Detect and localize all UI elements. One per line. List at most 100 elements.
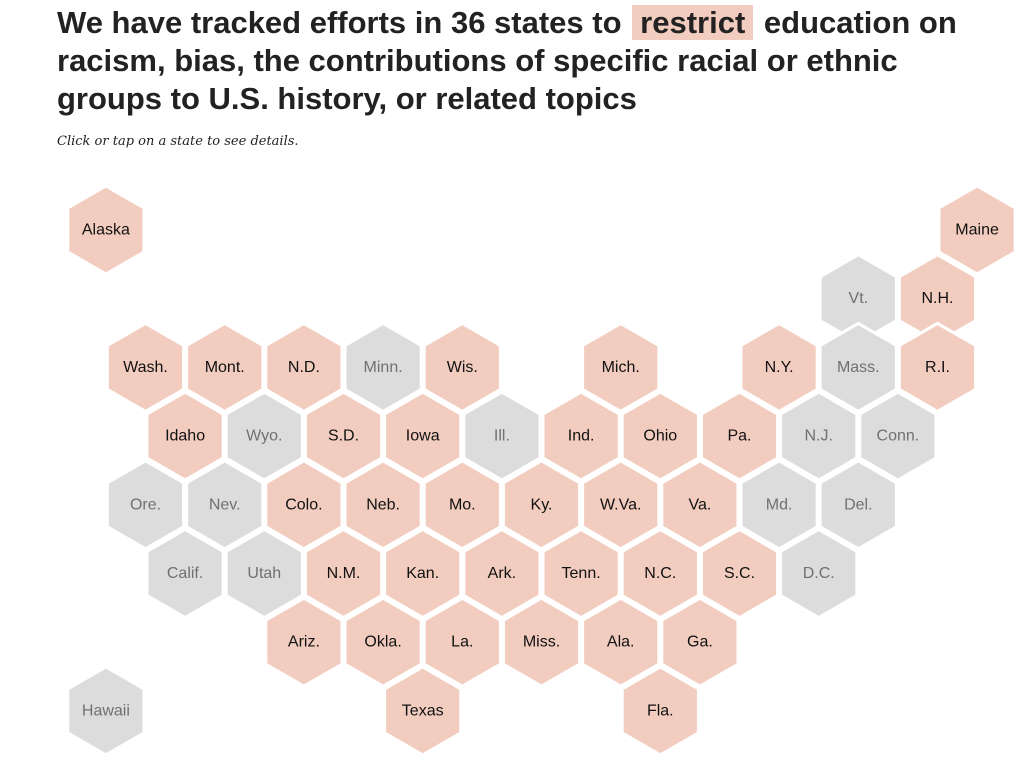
state-hex-shape[interactable] [66,184,146,276]
state-hex-louisiana[interactable]: La. [422,596,502,688]
state-hex-shape[interactable] [581,596,661,688]
state-hex-shape[interactable] [501,459,582,551]
state-hex-district-of-columbia[interactable]: D.C. [779,527,859,620]
state-label: W.Va. [600,496,642,513]
state-hex-connecticut[interactable]: Conn. [858,390,938,482]
state-hex-shape[interactable] [858,390,938,482]
state-hex-shape[interactable] [422,459,502,551]
state-hex-ohio[interactable]: Ohio [620,390,700,482]
state-hex-nebraska[interactable]: Neb. [343,459,423,551]
state-hex-tennessee[interactable]: Tenn. [541,527,621,620]
state-hex-colorado[interactable]: Colo. [264,459,344,551]
state-hex-shape[interactable] [937,184,1017,276]
state-hex-texas[interactable]: Texas [383,665,463,757]
state-hex-shape[interactable] [422,596,502,688]
state-hex-shape[interactable] [264,596,344,688]
state-hex-shape[interactable] [818,459,898,551]
state-hex-south-dakota[interactable]: S.D. [303,390,384,482]
state-hex-illinois[interactable]: Ill. [462,390,542,482]
state-hex-new-york[interactable]: N.Y. [739,321,819,414]
state-hex-virginia[interactable]: Va. [660,459,740,551]
state-hex-kentucky[interactable]: Ky. [501,459,582,551]
state-hex-shape[interactable] [660,596,740,688]
state-hex-mississippi[interactable]: Miss. [501,596,582,688]
state-hex-shape[interactable] [462,527,542,620]
state-hex-west-virginia[interactable]: W.Va. [581,459,661,551]
state-hex-maryland[interactable]: Md. [739,459,819,551]
state-hex-shape[interactable] [581,321,661,414]
state-hex-alaska[interactable]: Alaska [66,184,146,276]
state-hex-california[interactable]: Calif. [145,527,225,620]
state-hex-rhode-island[interactable]: R.I. [897,321,978,414]
state-hex-arkansas[interactable]: Ark. [462,527,542,620]
state-hex-shape[interactable] [343,321,423,414]
state-hex-idaho[interactable]: Idaho [145,390,225,482]
state-hex-nevada[interactable]: Nev. [185,459,265,551]
state-hex-shape[interactable] [264,321,344,414]
state-hex-montana[interactable]: Mont. [185,321,265,414]
state-hex-shape[interactable] [264,459,344,551]
state-hex-shape[interactable] [501,596,582,688]
state-hex-shape[interactable] [462,390,542,482]
state-hex-missouri[interactable]: Mo. [422,459,502,551]
state-hex-shape[interactable] [699,390,780,482]
state-hex-south-carolina[interactable]: S.C. [699,527,780,620]
state-hex-north-dakota[interactable]: N.D. [264,321,344,414]
state-hex-maine[interactable]: Maine [937,184,1017,276]
state-hex-shape[interactable] [739,459,819,551]
state-hex-shape[interactable] [145,390,225,482]
state-hex-massachusetts[interactable]: Mass. [818,321,898,414]
state-hex-shape[interactable] [581,459,661,551]
state-hex-wisconsin[interactable]: Wis. [422,321,502,414]
state-hex-shape[interactable] [897,321,978,414]
state-hex-shape[interactable] [620,390,700,482]
state-hex-michigan[interactable]: Mich. [581,321,661,414]
state-hex-shape[interactable] [383,665,463,757]
state-hex-shape[interactable] [422,321,502,414]
state-hex-oklahoma[interactable]: Okla. [343,596,423,688]
state-hex-north-carolina[interactable]: N.C. [620,527,700,620]
state-hex-shape[interactable] [224,527,304,620]
state-hex-indiana[interactable]: Ind. [541,390,621,482]
state-hex-oregon[interactable]: Ore. [105,459,186,551]
state-hex-shape[interactable] [779,390,859,482]
state-hex-pennsylvania[interactable]: Pa. [699,390,780,482]
state-hex-shape[interactable] [303,390,384,482]
state-hex-shape[interactable] [224,390,304,482]
state-hex-shape[interactable] [699,527,780,620]
state-hex-minnesota[interactable]: Minn. [343,321,423,414]
state-hex-georgia[interactable]: Ga. [660,596,740,688]
state-hex-kansas[interactable]: Kan. [383,527,463,620]
state-hex-utah[interactable]: Utah [224,527,304,620]
state-hex-washington[interactable]: Wash. [105,321,186,414]
state-hex-new-jersey[interactable]: N.J. [779,390,859,482]
state-hex-wyoming[interactable]: Wyo. [224,390,304,482]
state-hex-new-mexico[interactable]: N.M. [303,527,384,620]
state-hex-shape[interactable] [303,527,384,620]
state-hex-hawaii[interactable]: Hawaii [66,665,146,757]
state-hex-shape[interactable] [383,390,463,482]
state-hex-shape[interactable] [343,459,423,551]
state-hex-shape[interactable] [739,321,819,414]
state-hex-shape[interactable] [660,459,740,551]
state-hex-delaware[interactable]: Del. [818,459,898,551]
state-label: Wis. [447,359,478,376]
state-hex-florida[interactable]: Fla. [620,665,700,757]
state-hex-shape[interactable] [66,665,146,757]
state-hex-shape[interactable] [343,596,423,688]
state-hex-shape[interactable] [105,459,186,551]
state-hex-alabama[interactable]: Ala. [581,596,661,688]
state-hex-shape[interactable] [779,527,859,620]
state-hex-shape[interactable] [541,390,621,482]
state-hex-shape[interactable] [383,527,463,620]
state-hex-iowa[interactable]: Iowa [383,390,463,482]
state-hex-shape[interactable] [145,527,225,620]
state-hex-shape[interactable] [620,527,700,620]
state-hex-shape[interactable] [185,321,265,414]
state-hex-shape[interactable] [185,459,265,551]
state-hex-shape[interactable] [105,321,186,414]
state-hex-shape[interactable] [541,527,621,620]
state-hex-shape[interactable] [620,665,700,757]
state-hex-arizona[interactable]: Ariz. [264,596,344,688]
state-hex-shape[interactable] [818,321,898,414]
